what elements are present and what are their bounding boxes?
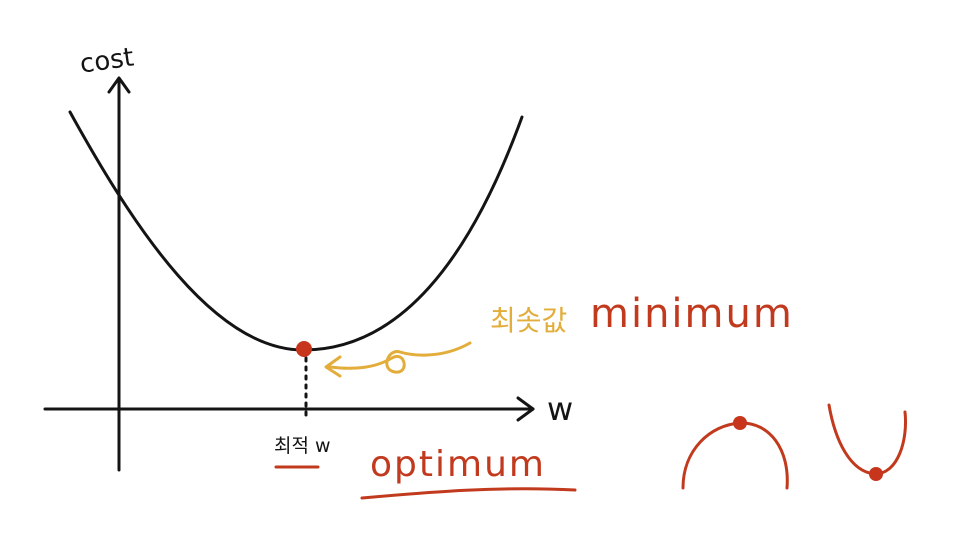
- convex-curve-sketch: [827, 403, 908, 476]
- optimum-english-label: optimum: [370, 444, 546, 485]
- convex-minimum-point: [869, 467, 883, 481]
- y-axis-label: cost: [78, 42, 136, 79]
- y-axis-arrowhead: [107, 76, 131, 94]
- cost-curve: [68, 110, 524, 352]
- concave-maximum-point: [733, 416, 747, 430]
- concave-curve-sketch: [681, 421, 789, 490]
- minimum-english-label: minimum: [590, 291, 794, 337]
- optimum-underline: [360, 487, 577, 500]
- minimum-pointer-arrowhead: [324, 355, 342, 378]
- minimum-korean-label: 최솟값: [490, 304, 567, 337]
- minimum-pointer-arrow: [328, 341, 472, 374]
- x-axis-arrowhead: [516, 396, 535, 422]
- minimum-point: [296, 341, 312, 357]
- x-axis-label: w: [547, 390, 573, 428]
- optimal-w-label: 최적 w: [274, 435, 331, 457]
